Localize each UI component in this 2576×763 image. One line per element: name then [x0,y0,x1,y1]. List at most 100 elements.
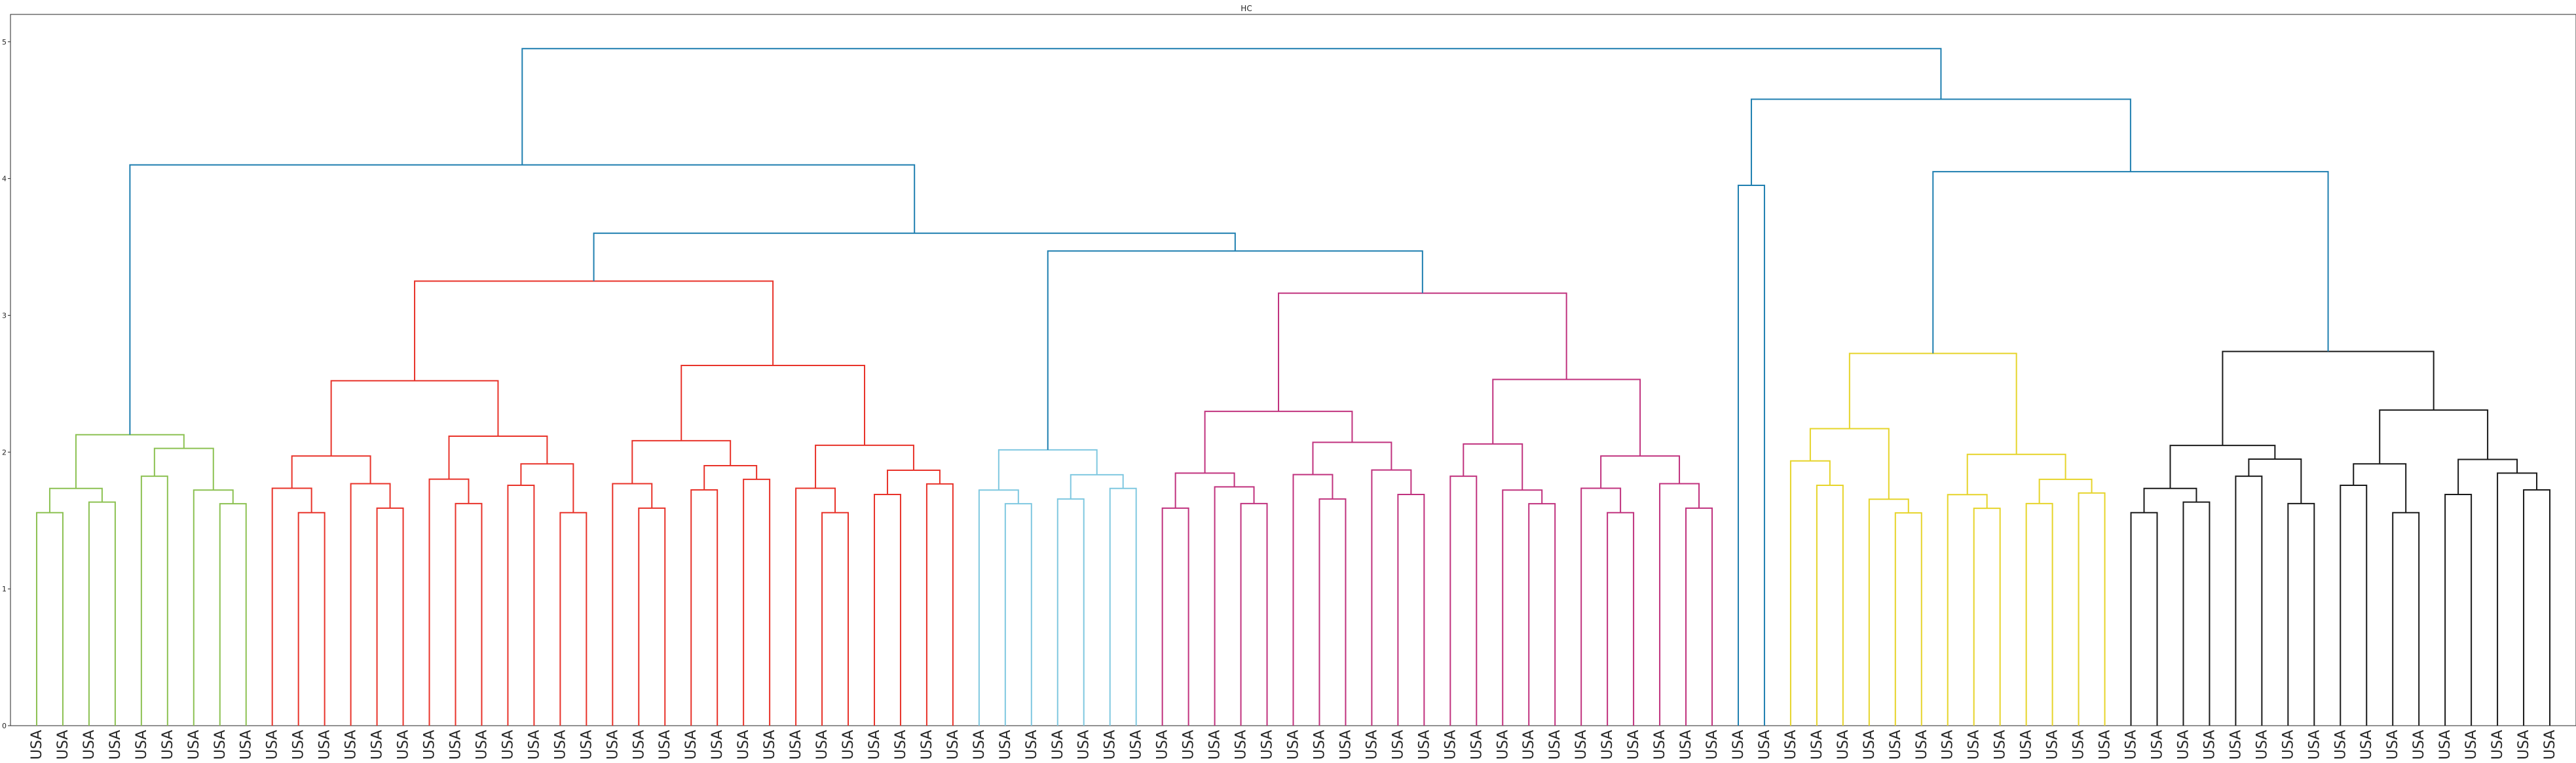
link-black [2353,463,2407,513]
leaf-label: USA [1207,730,1223,760]
leaf-label: USA [762,730,778,760]
link-black [2182,501,2211,726]
leaf-label: USA [867,730,883,760]
link-green [153,447,214,491]
link-green [88,501,116,726]
link-cyan [1070,474,1124,499]
link-red [690,489,719,726]
leaf-label: USA [2332,730,2349,760]
leaf-label: USA [578,730,595,760]
leaf-label: USA [2280,730,2296,760]
link-red [873,493,901,726]
leaf-label: USA [2071,730,2087,760]
link-blue [1047,250,1423,450]
leaf-label: USA [893,730,909,760]
link-cyan [1004,503,1032,726]
leaf-label: USA [1364,730,1380,760]
leaf-label: USA [2123,730,2140,760]
leaf-label: USA [1940,730,1956,760]
leaf-label: USA [2490,730,2506,760]
leaf-label: USA [1442,730,1459,760]
link-yellow [1789,460,1831,726]
link-yellow [1809,428,1890,500]
leaf-label: USA [1914,730,1930,760]
link-blue [1737,185,1765,726]
chart-title: HC [1241,4,1252,13]
y-tick-label-5: 5 [2,38,7,47]
leaf-label: USA [1704,730,1721,760]
link-yellow [2038,478,2093,504]
leaf-label: USA [814,730,831,760]
link-black [2457,458,2518,494]
leaf-label: USA [2385,730,2401,760]
leaf-label: USA [1495,730,1511,760]
leaf-label: USA [160,730,176,760]
link-magenta [1659,483,1700,726]
leaf-label: USA [396,730,412,760]
leaf-label: USA [1260,730,1276,760]
link-yellow [1894,512,1922,726]
leaf-label: USA [81,730,98,760]
link-black [2287,502,2315,726]
leaf-label: USA [2463,730,2480,760]
leaf-label: USA [2516,730,2532,760]
leaf-label: USA [1757,730,1773,760]
leaf-label: USA [657,730,673,760]
leaf-label: USA [840,730,857,760]
link-red [703,464,758,490]
link-magenta [1463,443,1523,491]
link-green [48,487,103,513]
link-black [2222,350,2435,446]
link-magenta [1397,493,1425,726]
link-red [520,463,574,513]
leaf-label: USA [1783,730,1799,760]
link-red [612,483,653,726]
link-red [455,502,483,726]
link-green [219,503,247,726]
link-black [2379,409,2489,464]
link-black [2392,512,2420,726]
leaf-label: USA [736,730,752,760]
leaf-label: USA [1233,730,1250,760]
y-axis: 0 1 2 3 4 5 [2,38,10,730]
leaf-label: USA [2306,730,2323,760]
link-red [507,485,535,726]
leaf-label: USA [526,730,542,760]
link-red [681,365,865,445]
leaf-label: USA [29,730,45,760]
link-red [291,455,371,489]
link-red [271,487,312,726]
link-magenta [1292,474,1334,726]
leaf-label: USA [186,730,202,760]
link-magenta [1607,512,1635,726]
leaf-label: USA [605,730,621,760]
leaf-label: USA [971,730,988,760]
link-magenta [1600,455,1681,489]
link-green [35,512,64,726]
leaf-label: USA [1678,730,1694,760]
leaf-label: USA [998,730,1014,760]
leaf-label: USA [1861,730,1878,760]
leaf-label: USA [709,730,726,760]
link-blue [1750,98,2131,186]
leaf-label: USA [2097,730,2114,760]
link-yellow [1966,453,2066,495]
link-yellow [2025,502,2053,726]
leaf-label: USA [919,730,935,760]
link-cyan [1109,487,1137,726]
leaf-label: USA [1521,730,1537,760]
link-red [350,483,391,726]
link-green [140,475,168,726]
link-red [638,507,666,726]
leaf-label: USA [1311,730,1328,760]
link-green [193,489,234,726]
link-blue [1932,171,2329,354]
leaf-label: USA [212,730,229,760]
dendrogram-links [35,48,2551,726]
leaf-label: USA [1809,730,1825,760]
link-magenta [1278,292,1567,412]
link-red [297,512,326,726]
leaf-label: USA [265,730,281,760]
y-tick-label-3: 3 [2,311,7,320]
